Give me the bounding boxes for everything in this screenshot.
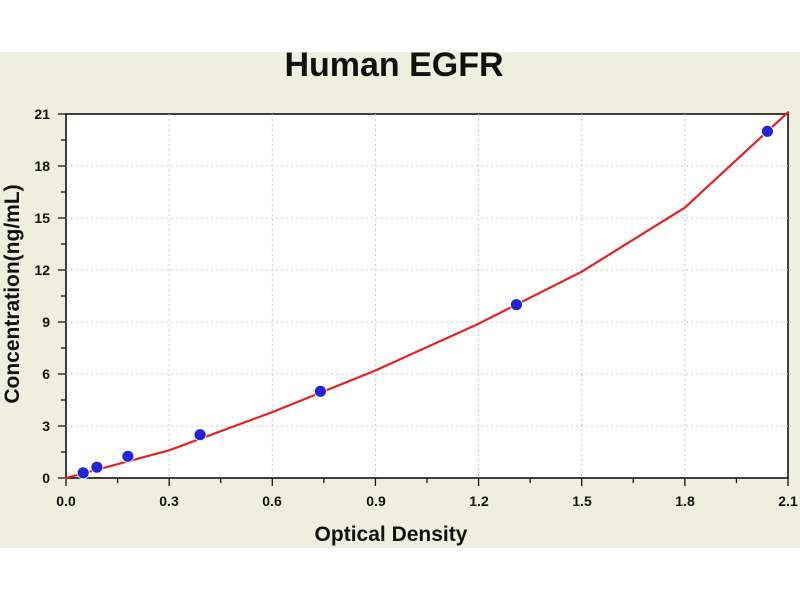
y-tick-label: 18: [34, 158, 50, 174]
data-point: [313, 384, 327, 398]
data-point: [510, 298, 523, 312]
x-tick-label: 1.8: [675, 493, 695, 509]
x-tick-label: 1.5: [572, 493, 592, 509]
data-point: [761, 124, 774, 138]
x-axis-label: Optical Density: [315, 523, 468, 546]
y-tick-label: 12: [34, 262, 50, 278]
y-tick-label: 6: [42, 366, 50, 382]
data-point: [193, 428, 207, 442]
data-point: [76, 466, 90, 480]
y-tick-label: 15: [34, 210, 50, 226]
x-tick-label: 0.6: [262, 493, 282, 509]
x-tick-label: 0.9: [366, 493, 386, 509]
y-tick-labels: 0 3 6 9 12 15 18 21: [34, 106, 50, 486]
data-point: [121, 449, 135, 463]
data-points: [76, 124, 774, 480]
axis-ticks: [58, 113, 789, 486]
data-point: [90, 460, 104, 474]
y-axis-label: Concentration(ng/mL): [1, 184, 24, 403]
plot-area: [65, 113, 789, 479]
y-tick-label: 21: [34, 106, 50, 122]
x-tick-label: 0.0: [56, 493, 76, 509]
chart-title: Human EGFR: [284, 46, 503, 84]
x-tick-label: 0.3: [159, 493, 179, 509]
y-tick-label: 0: [42, 470, 50, 486]
x-tick-labels: 0.0 0.3 0.6 0.9 1.2 1.5 1.8 2.1: [56, 493, 798, 509]
x-tick-label: 2.1: [778, 493, 798, 509]
x-tick-label: 1.2: [469, 493, 489, 509]
fit-curve-line: [64, 111, 790, 480]
y-tick-label: 9: [42, 314, 50, 330]
grid-lines: [66, 114, 788, 478]
y-tick-label: 3: [42, 418, 50, 434]
